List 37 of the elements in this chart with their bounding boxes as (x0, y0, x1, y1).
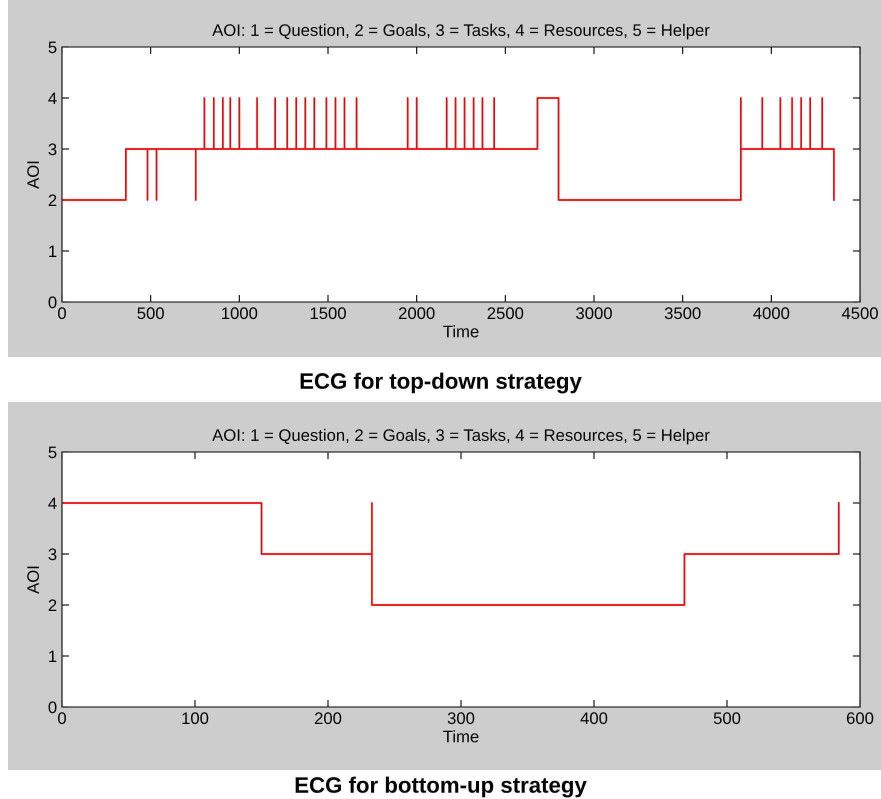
x-tick-label: 4500 (842, 307, 878, 320)
y-tick-label: 4 (48, 498, 57, 510)
y-axis-title: AOI (27, 566, 40, 594)
x-tick-label: 4000 (753, 307, 790, 320)
x-tick-label: 400 (580, 712, 608, 724)
y-tick-label: 2 (48, 194, 56, 206)
x-tick-label: 1500 (310, 307, 346, 320)
x-tick-label: 500 (714, 712, 740, 724)
text: ECG for top-down strategy (300, 372, 582, 394)
y-tick-label: 1 (49, 650, 56, 662)
y-axis-title: AOI (27, 162, 40, 189)
x-tick-label: 3500 (664, 307, 701, 320)
x-tick-label: 300 (448, 712, 474, 724)
y-tick-label: 2 (48, 599, 56, 612)
y-tick-label: 0 (48, 296, 56, 308)
y-tick-label: 5 (48, 42, 56, 54)
x-tick-label: 3000 (576, 307, 612, 320)
x-tick-label: 2000 (398, 307, 435, 320)
chart-title: AOI: 1 = Question, 2 = Goals, 3 = Tasks, 4 = Resources, 5 = Helper (212, 24, 710, 40)
text: ECG for bottom-up strategy (296, 776, 587, 798)
x-tick-label: 100 (182, 712, 208, 724)
x-axis-title: Time (443, 730, 478, 742)
x-tick-label: 0 (58, 712, 66, 724)
x-tick-label: 500 (137, 307, 164, 320)
y-tick-label: 1 (49, 246, 56, 258)
y-tick-label: 3 (48, 548, 56, 560)
x-tick-label: 200 (314, 712, 342, 724)
chart-title: AOI: 1 = Question, 2 = Goals, 3 = Tasks, 4 = Resources, 5 = Helper (212, 428, 710, 444)
x-tick-label: 0 (58, 307, 66, 320)
x-tick-label: 1000 (222, 307, 258, 320)
y-tick-label: 4 (48, 92, 57, 104)
y-tick-label: 5 (48, 446, 56, 458)
x-tick-label: 600 (846, 712, 874, 724)
x-axis-title: Time (443, 325, 478, 338)
y-tick-label: 0 (48, 701, 56, 714)
y-tick-label: 3 (48, 143, 56, 156)
x-tick-label: 2500 (488, 307, 524, 320)
